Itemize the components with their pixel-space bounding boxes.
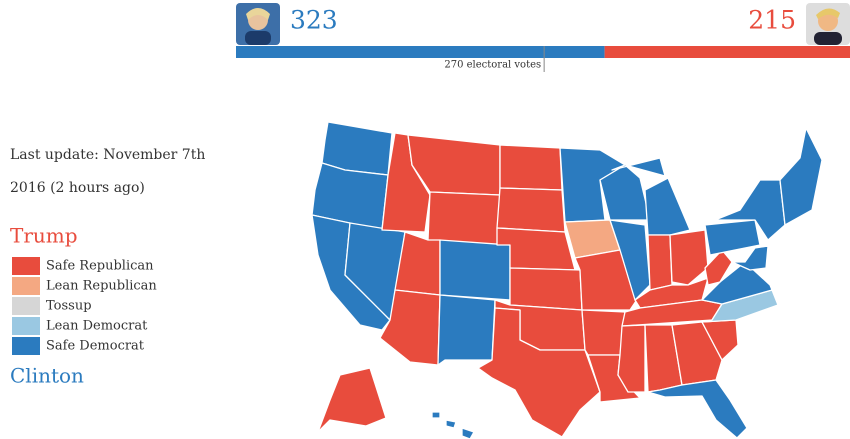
state bbox=[427, 191, 501, 246]
us-map bbox=[311, 121, 823, 439]
state bbox=[731, 245, 769, 271]
state bbox=[647, 234, 673, 291]
legend-label: Lean Democrat bbox=[46, 319, 148, 334]
state bbox=[431, 411, 441, 419]
legend-label: Safe Democrat bbox=[46, 339, 145, 354]
state bbox=[647, 379, 748, 439]
state bbox=[477, 307, 601, 438]
legend: Safe Republican Lean Republican Tossup Lean… bbox=[12, 257, 157, 355]
state bbox=[437, 294, 496, 366]
trump-photo bbox=[806, 3, 850, 45]
legend-label: Tossup bbox=[46, 299, 92, 314]
tally-bar bbox=[236, 46, 850, 72]
rep-votes: 215 bbox=[748, 6, 796, 35]
state bbox=[445, 419, 457, 429]
legend-heading: Clinton bbox=[10, 364, 84, 388]
rep-bar bbox=[604, 46, 850, 58]
state bbox=[611, 157, 666, 177]
dem-votes: 323 bbox=[290, 6, 338, 35]
threshold-label: 270 electoral votes bbox=[444, 60, 541, 71]
update-line: 2016 (2 hours ago) bbox=[10, 180, 145, 196]
state bbox=[439, 239, 511, 301]
legend-label: Lean Republican bbox=[46, 279, 157, 294]
state bbox=[671, 321, 723, 386]
legend-label: Safe Republican bbox=[46, 259, 154, 274]
legend-swatch bbox=[12, 317, 40, 335]
state bbox=[779, 127, 823, 226]
state bbox=[609, 219, 651, 301]
update-line: Last update: November 7th bbox=[10, 147, 205, 163]
legend-swatch bbox=[12, 277, 40, 295]
state bbox=[509, 267, 583, 311]
state bbox=[317, 367, 387, 433]
state bbox=[581, 309, 626, 356]
legend-swatch bbox=[12, 297, 40, 315]
legend-swatch bbox=[12, 257, 40, 275]
legend-heading: Trump bbox=[10, 224, 78, 248]
state bbox=[617, 324, 646, 393]
clinton-photo bbox=[236, 3, 280, 45]
state bbox=[496, 187, 566, 233]
state bbox=[461, 427, 475, 439]
dem-bar bbox=[236, 46, 605, 58]
state bbox=[644, 177, 691, 236]
state bbox=[669, 229, 709, 286]
state bbox=[704, 219, 761, 256]
legend-swatch bbox=[12, 337, 40, 355]
state bbox=[499, 144, 563, 191]
